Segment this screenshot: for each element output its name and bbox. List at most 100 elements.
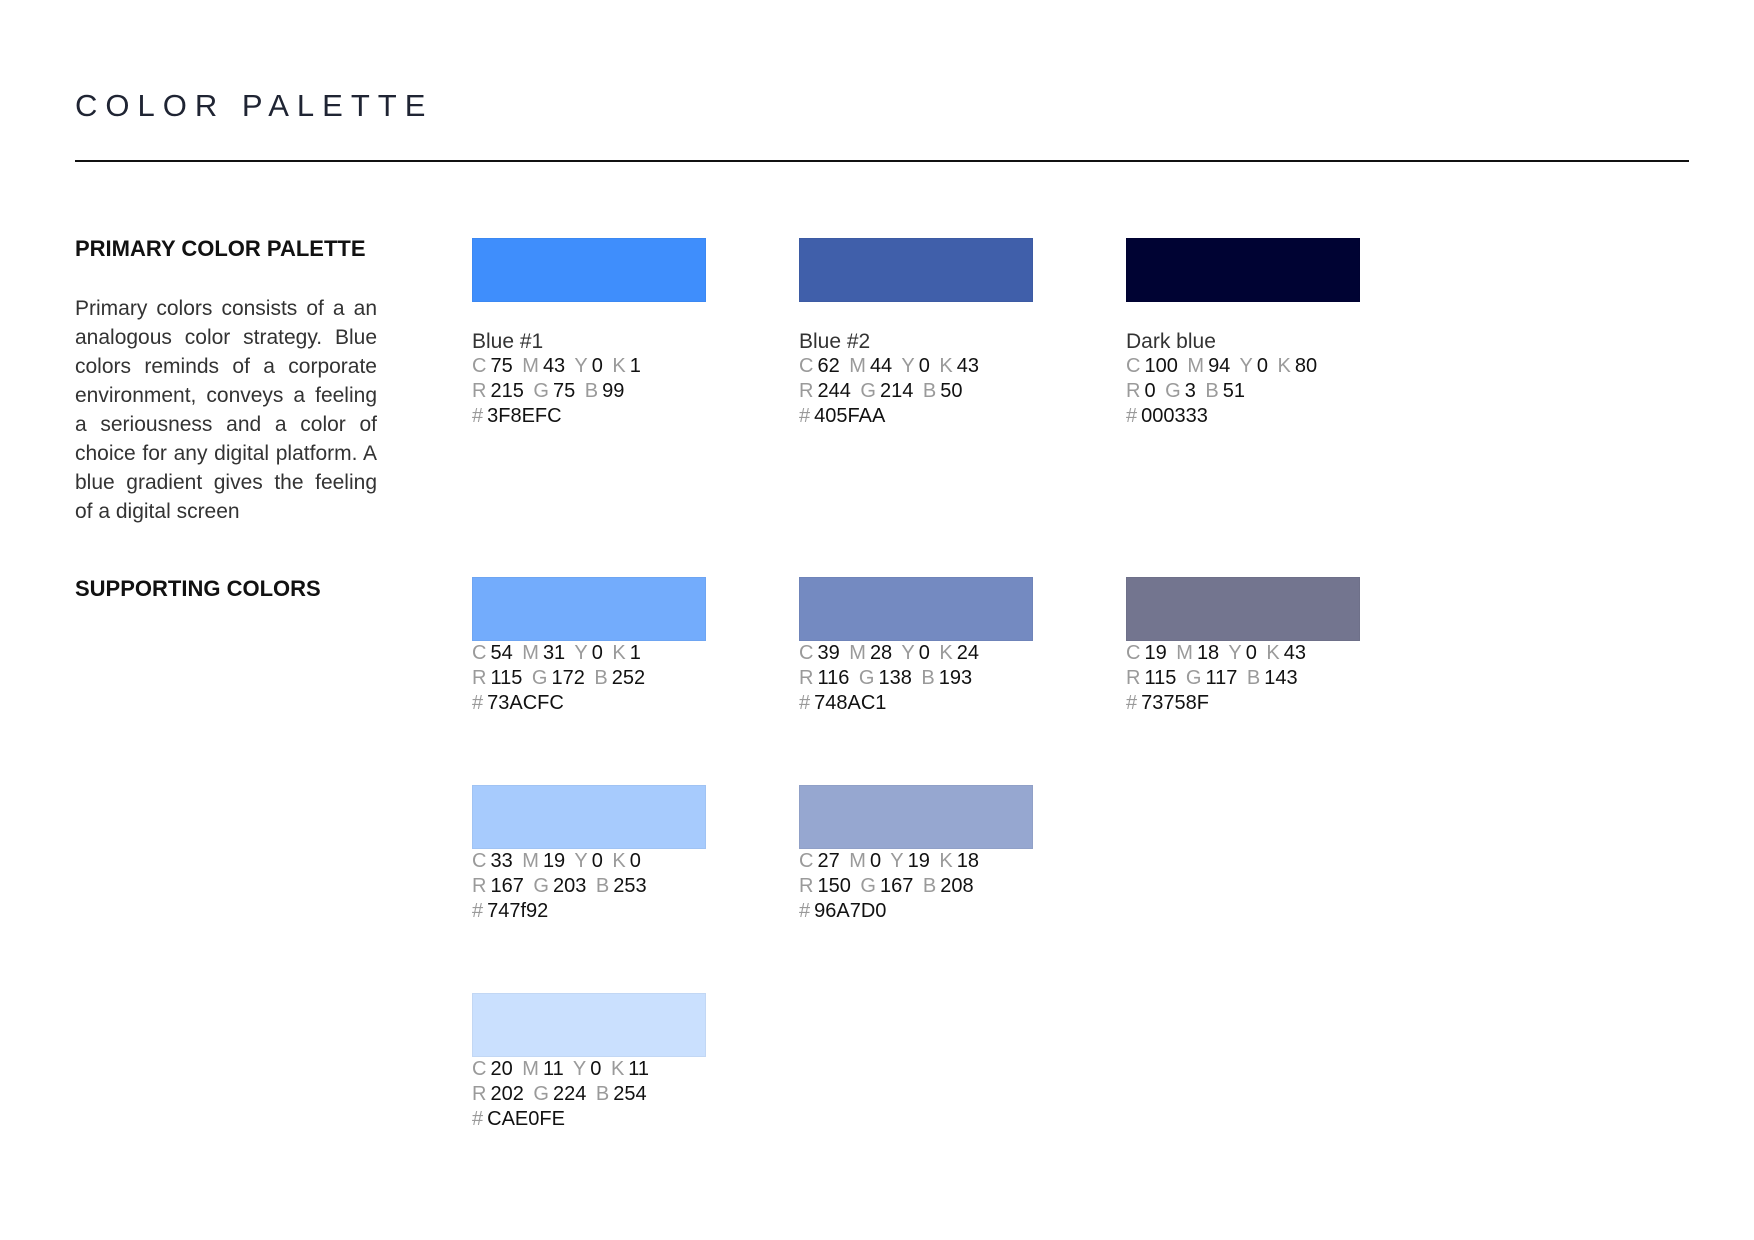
c-label: C (472, 850, 487, 872)
g-label: G (533, 380, 549, 402)
g-value: 138 (878, 667, 912, 689)
m-value: 19 (542, 850, 566, 872)
r-value: 202 (490, 1083, 524, 1105)
rgb-values: R 215 G 75 B 99 (472, 379, 706, 404)
y-label: Y (1239, 355, 1253, 377)
hash-label: # (1126, 405, 1138, 427)
k-value: 80 (1294, 355, 1318, 377)
b-value: 193 (938, 667, 973, 689)
g-label: G (860, 875, 876, 897)
hex-value: 000333 (1141, 405, 1208, 427)
k-value: 1 (629, 642, 641, 664)
r-value: 116 (817, 667, 850, 689)
k-value: 24 (956, 642, 980, 664)
k-label: K (939, 642, 953, 664)
color-swatch (472, 993, 706, 1057)
supporting-heading: SUPPORTING COLORS (75, 576, 321, 601)
g-value: 203 (552, 875, 587, 897)
m-label: M (849, 355, 866, 377)
r-value: 115 (1144, 667, 1177, 689)
m-value: 28 (869, 642, 893, 664)
color-swatch (472, 238, 706, 302)
rgb-values: R 115 G 117 B 143 (1126, 666, 1360, 691)
m-label: M (849, 642, 866, 664)
hex-value-line: #73758F (1126, 691, 1360, 716)
m-label: M (522, 1058, 539, 1080)
r-value: 150 (817, 875, 851, 897)
k-label: K (939, 850, 953, 872)
primary-heading: PRIMARY COLOR PALETTE (75, 236, 366, 261)
m-label: M (1176, 642, 1193, 664)
r-label: R (472, 875, 487, 897)
y-label: Y (901, 642, 915, 664)
color-swatch (472, 785, 706, 849)
color-name: Blue #1 (472, 330, 544, 353)
c-value: 100 (1144, 355, 1178, 377)
y-label: Y (1228, 642, 1242, 664)
y-value: 0 (918, 355, 930, 377)
primary-description: Primary colors consists of a an analogou… (75, 297, 377, 523)
k-label: K (939, 355, 953, 377)
y-value: 19 (907, 850, 930, 872)
y-label: Y (572, 1058, 587, 1080)
g-label: G (533, 1083, 549, 1105)
m-value: 43 (542, 355, 566, 377)
r-label: R (799, 667, 814, 689)
g-label: G (533, 875, 549, 897)
hash-label: # (799, 900, 811, 922)
k-value: 0 (629, 850, 641, 872)
g-label: G (531, 667, 548, 689)
k-label: K (612, 850, 626, 872)
g-value: 3 (1184, 380, 1196, 402)
y-value: 0 (591, 642, 603, 664)
hex-value-line: #96A7D0 (799, 899, 1033, 924)
c-label: C (799, 642, 814, 664)
g-value: 224 (552, 1083, 587, 1105)
c-value: 75 (490, 355, 513, 377)
c-label: C (799, 850, 814, 872)
g-value: 214 (879, 380, 914, 402)
b-value: 252 (611, 667, 646, 689)
b-value: 143 (1264, 667, 1298, 689)
color-name: Dark blue (1126, 330, 1216, 353)
c-value: 54 (490, 642, 513, 664)
g-label: G (860, 380, 876, 402)
hash-label: # (472, 692, 484, 714)
hex-value-line: # CAE0FE (472, 1107, 706, 1132)
y-label: Y (574, 355, 588, 377)
rgb-values: R 116 G 138 B 193 (799, 666, 1033, 691)
rgb-values: R 115 G 172 B 252 (472, 666, 706, 691)
m-label: M (849, 850, 866, 872)
c-value: 62 (817, 355, 840, 377)
k-label: K (1266, 642, 1280, 664)
hex-value-line: #000333 (1126, 404, 1360, 429)
c-label: C (472, 642, 487, 664)
k-value: 43 (1283, 642, 1307, 664)
m-value: 18 (1196, 642, 1220, 664)
m-value: 31 (542, 642, 566, 664)
rgb-values: R 167 G 203 B 253 (472, 874, 706, 899)
g-label: G (858, 667, 875, 689)
g-label: G (1185, 667, 1202, 689)
hex-value-line: #73ACFC (472, 691, 706, 716)
g-value: 167 (879, 875, 914, 897)
r-value: 215 (490, 380, 524, 402)
color-name: Blue #2 (799, 330, 871, 353)
hex-value-line: #3F8EFC (472, 404, 706, 429)
page-title: COLOR PALETTE (75, 88, 434, 123)
b-label: B (595, 1083, 610, 1105)
color-swatch (799, 238, 1033, 302)
c-label: C (1126, 642, 1141, 664)
hex-value: 73758F (1141, 692, 1209, 714)
r-value: 115 (490, 667, 523, 689)
hash-label: # (1126, 692, 1138, 714)
k-value: 43 (956, 355, 980, 377)
